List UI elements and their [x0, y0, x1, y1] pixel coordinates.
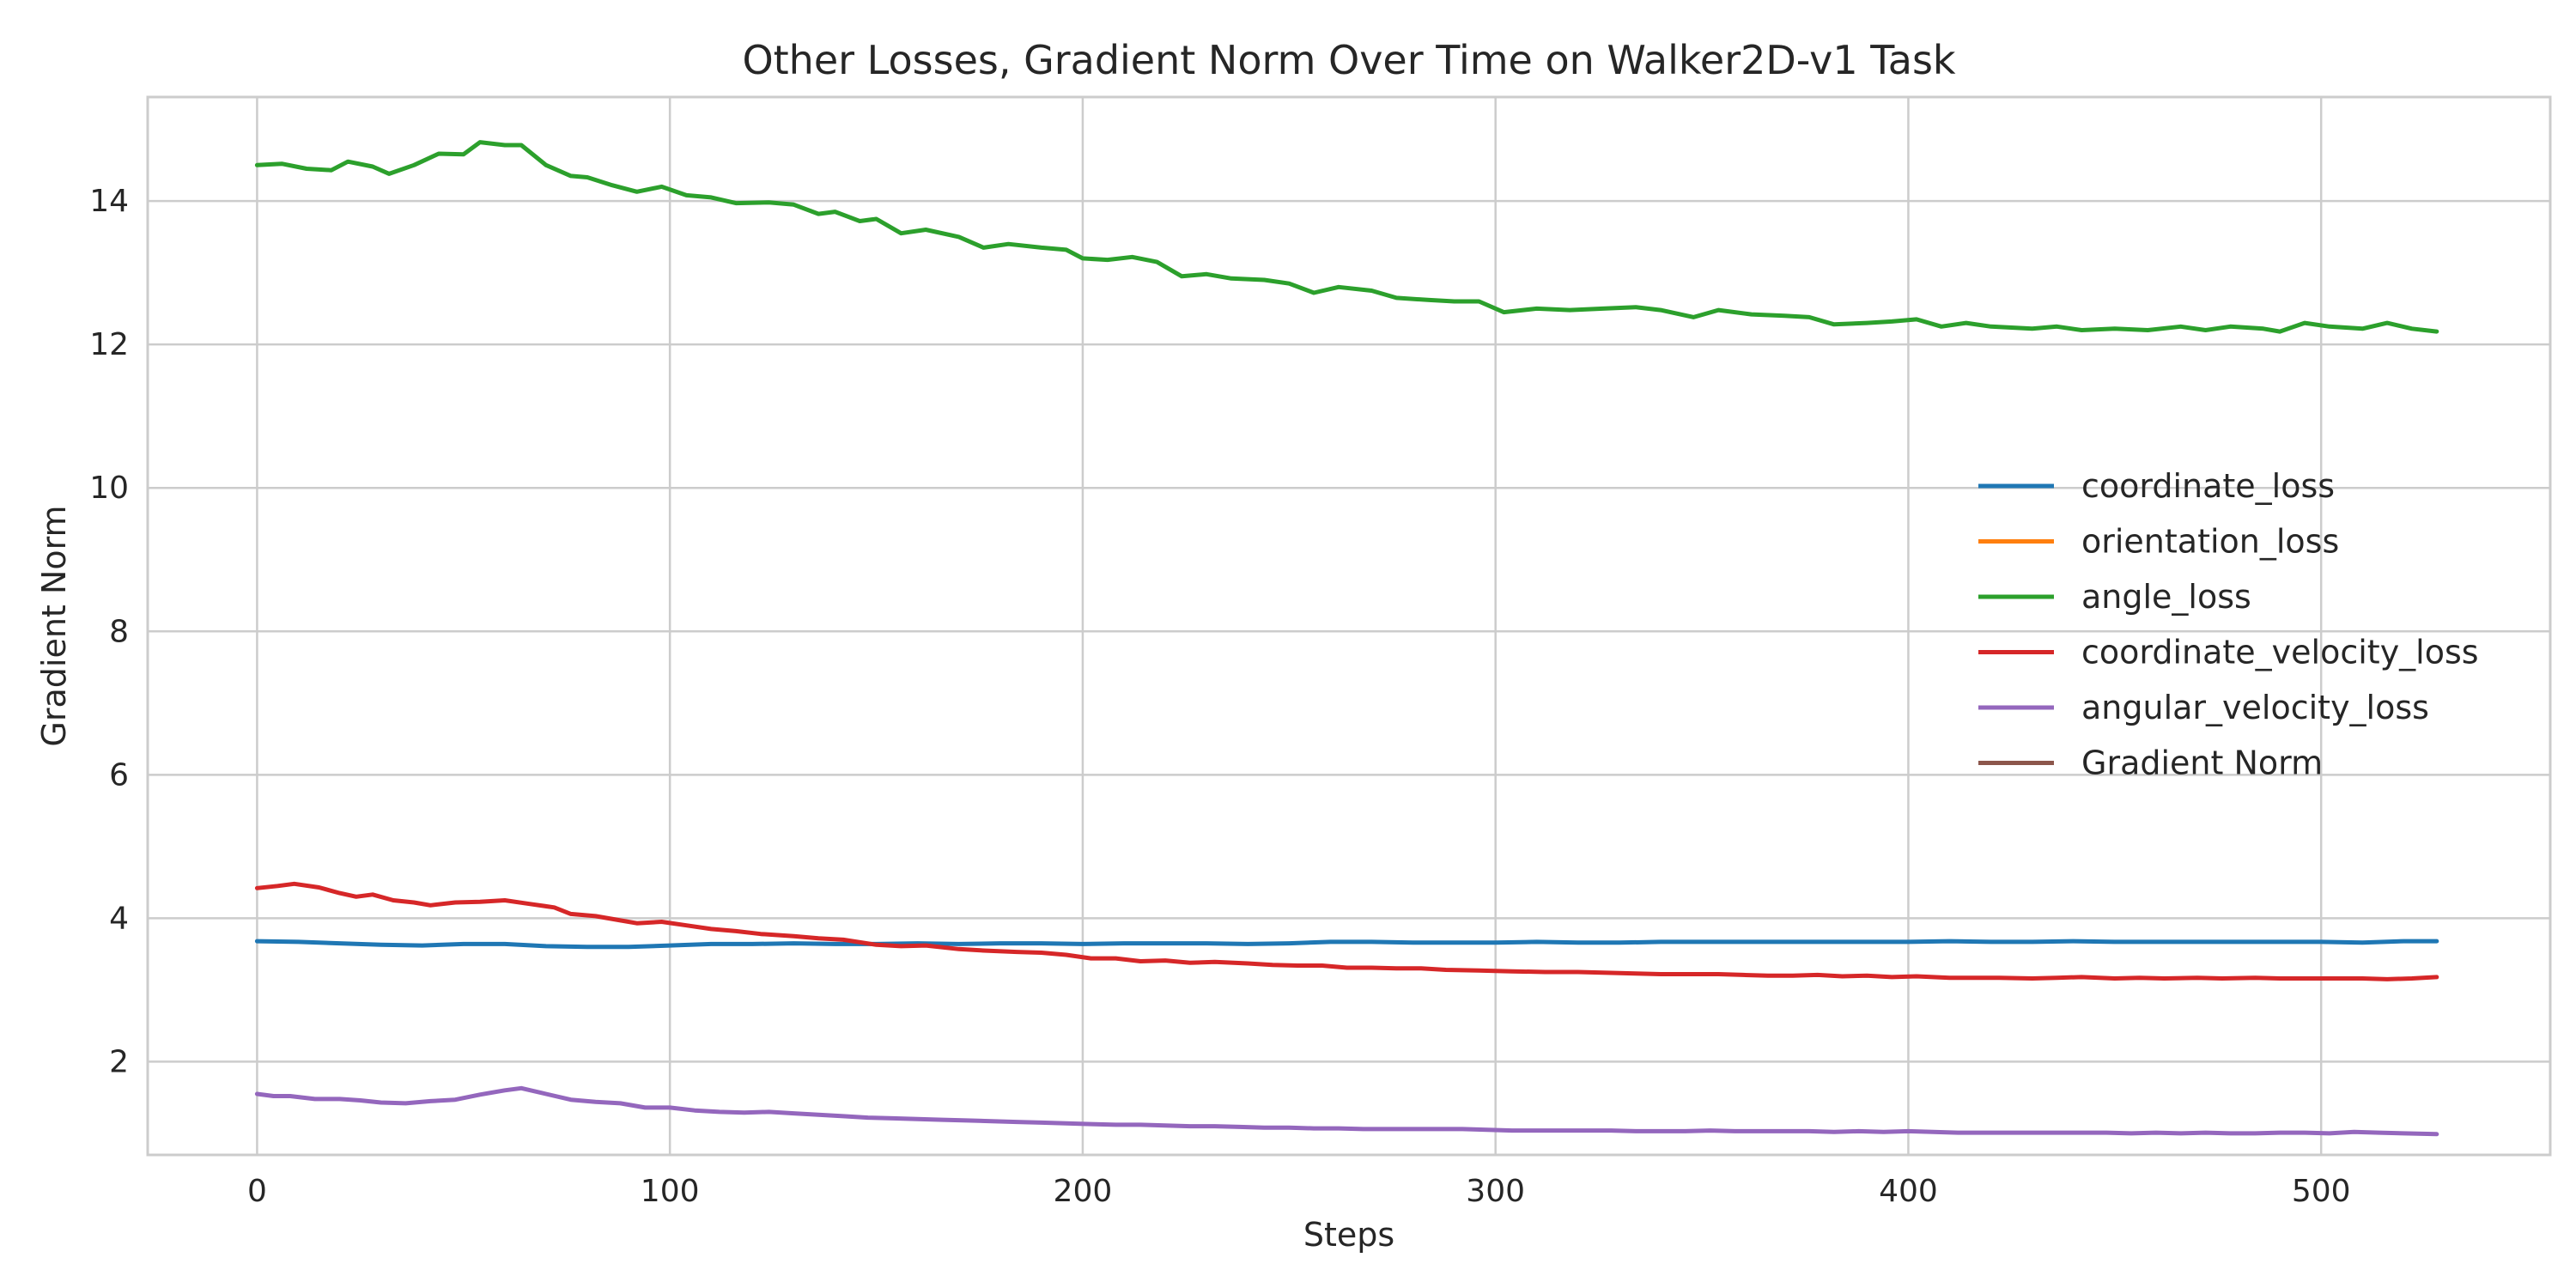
y-tick-label: 6 — [109, 757, 129, 793]
y-tick-label: 4 — [109, 901, 129, 936]
y-tick-label: 8 — [109, 614, 129, 649]
x-tick-label: 200 — [1054, 1174, 1113, 1209]
y-tick-label: 14 — [89, 184, 129, 219]
x-axis-label: Steps — [1303, 1216, 1394, 1254]
x-tick-label: 300 — [1466, 1174, 1525, 1209]
legend-label-angular-velocity-loss: angular_velocity_loss — [2081, 689, 2429, 726]
legend-label-coordinate-velocity-loss: coordinate_velocity_loss — [2081, 634, 2479, 671]
series-line-angle-loss — [254, 140, 2439, 334]
legend-label-coordinate-loss: coordinate_loss — [2081, 467, 2335, 505]
legend: coordinate_loss orientation_loss angle_los… — [1978, 467, 2479, 782]
plot-frame — [146, 95, 2552, 1157]
series-line-coordinate-loss — [254, 939, 2439, 950]
y-tick-label: 2 — [109, 1044, 129, 1079]
legend-label-orientation-loss: orientation_loss — [2081, 523, 2339, 561]
series-group — [254, 140, 2439, 1137]
legend-label-gradient-norm: Gradient Norm — [2081, 744, 2323, 782]
chart-title: Other Losses, Gradient Norm Over Time on… — [742, 37, 1955, 83]
tick-labels: 0 100 200 300 400 500 2 4 6 8 10 12 14 — [89, 184, 2350, 1209]
grid — [148, 97, 2550, 1155]
y-tick-label: 12 — [89, 327, 129, 362]
series-line-coordinate-velocity-loss — [254, 881, 2439, 981]
x-tick-label: 100 — [641, 1174, 700, 1209]
legend-label-angle-loss: angle_loss — [2081, 578, 2251, 616]
y-axis-label: Gradient Norm — [35, 505, 73, 746]
x-tick-label: 500 — [2292, 1174, 2351, 1209]
x-tick-label: 400 — [1879, 1174, 1938, 1209]
x-tick-label: 0 — [247, 1174, 267, 1209]
series-line-angular-velocity-loss — [254, 1085, 2439, 1137]
y-tick-label: 10 — [89, 471, 129, 506]
